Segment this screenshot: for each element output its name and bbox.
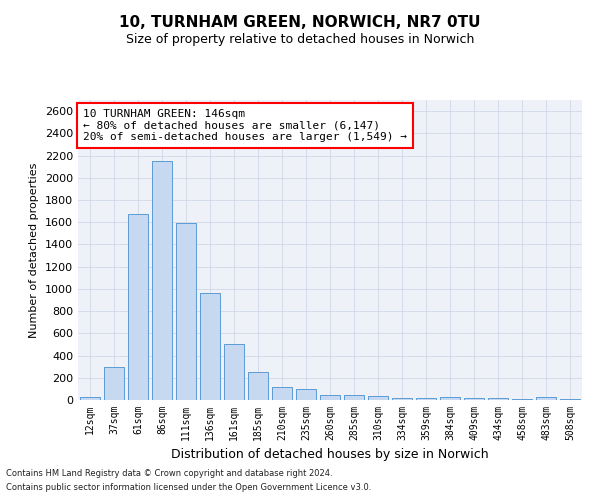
Text: 10 TURNHAM GREEN: 146sqm
← 80% of detached houses are smaller (6,147)
20% of sem: 10 TURNHAM GREEN: 146sqm ← 80% of detach… — [83, 109, 407, 142]
Bar — [104, 366, 124, 400]
Bar — [464, 398, 484, 400]
Bar — [80, 397, 100, 400]
Bar — [296, 389, 316, 400]
Bar — [248, 372, 268, 400]
Bar — [320, 394, 340, 400]
Bar — [224, 344, 244, 400]
Bar — [128, 214, 148, 400]
Bar — [272, 386, 292, 400]
Text: Size of property relative to detached houses in Norwich: Size of property relative to detached ho… — [126, 32, 474, 46]
Bar — [200, 294, 220, 400]
Bar — [416, 398, 436, 400]
Bar — [344, 395, 364, 400]
Y-axis label: Number of detached properties: Number of detached properties — [29, 162, 40, 338]
Text: Contains public sector information licensed under the Open Government Licence v3: Contains public sector information licen… — [6, 484, 371, 492]
Bar — [488, 398, 508, 400]
Bar — [536, 396, 556, 400]
Bar — [392, 398, 412, 400]
Bar — [152, 161, 172, 400]
X-axis label: Distribution of detached houses by size in Norwich: Distribution of detached houses by size … — [171, 448, 489, 462]
Text: 10, TURNHAM GREEN, NORWICH, NR7 0TU: 10, TURNHAM GREEN, NORWICH, NR7 0TU — [119, 15, 481, 30]
Bar — [440, 397, 460, 400]
Bar — [368, 396, 388, 400]
Bar — [176, 223, 196, 400]
Text: Contains HM Land Registry data © Crown copyright and database right 2024.: Contains HM Land Registry data © Crown c… — [6, 468, 332, 477]
